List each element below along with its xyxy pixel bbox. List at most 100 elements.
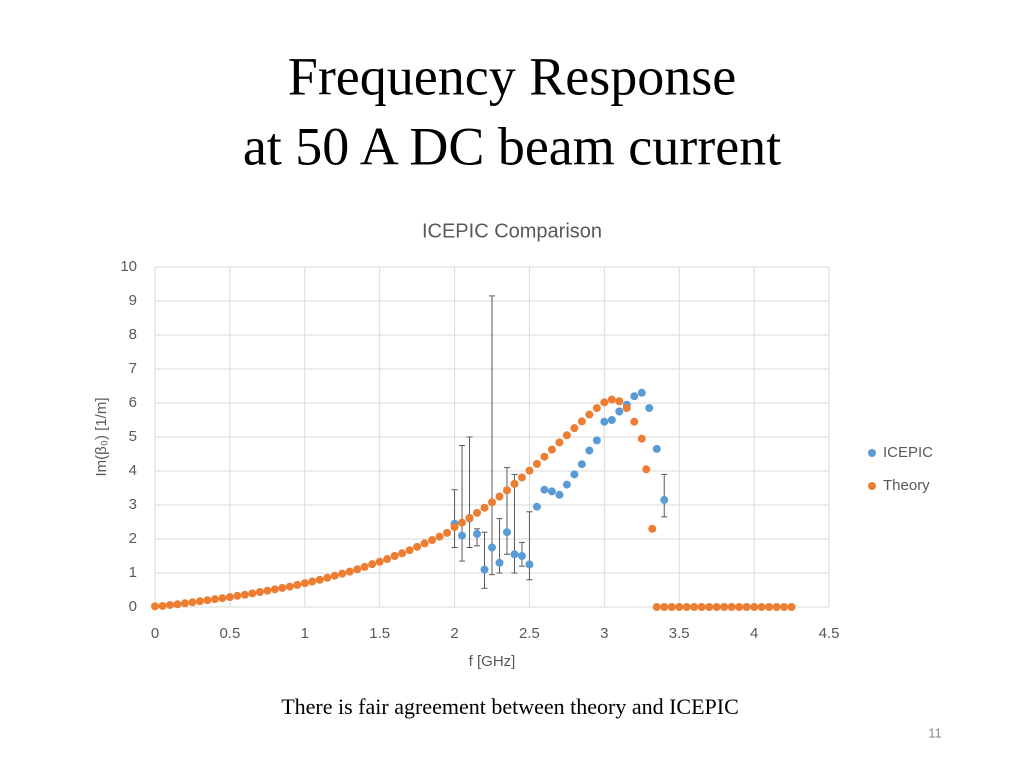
point <box>660 495 669 504</box>
point <box>488 498 496 507</box>
point <box>705 603 714 611</box>
point <box>465 513 474 522</box>
point <box>660 603 669 611</box>
x-tick-label: 2 <box>450 625 458 642</box>
point <box>330 571 339 580</box>
point <box>375 557 384 566</box>
point <box>735 603 744 611</box>
x-tick-label: 4 <box>750 625 758 642</box>
point <box>473 529 482 538</box>
x-tick-label: 1 <box>301 625 309 642</box>
point <box>360 562 369 571</box>
chart-title: ICEPIC Comparison <box>422 220 602 242</box>
point <box>323 573 332 582</box>
x-axis-label: f [GHz] <box>469 653 516 670</box>
point <box>592 436 601 445</box>
point <box>195 597 204 606</box>
point <box>652 603 661 611</box>
y-tick-label: 9 <box>129 292 137 309</box>
point <box>300 579 309 588</box>
point <box>697 603 706 611</box>
point <box>435 532 444 541</box>
legend-label: Theory <box>883 477 930 494</box>
y-tick-label: 2 <box>129 530 137 547</box>
point <box>600 417 609 426</box>
point <box>495 492 504 501</box>
point <box>173 600 182 609</box>
y-tick-label: 4 <box>129 462 137 479</box>
x-tick-label: 1.5 <box>369 625 390 642</box>
point <box>577 460 586 469</box>
point <box>742 603 751 611</box>
y-tick-label: 7 <box>129 360 137 377</box>
point <box>315 575 324 584</box>
point <box>637 434 646 443</box>
point <box>562 431 571 440</box>
legend-label: ICEPIC <box>883 444 933 461</box>
point <box>727 603 736 611</box>
point <box>607 395 616 404</box>
point <box>255 588 264 597</box>
y-tick-label: 10 <box>120 258 137 275</box>
point <box>165 600 174 609</box>
point <box>405 546 414 555</box>
point <box>480 565 489 574</box>
point <box>390 552 399 560</box>
point <box>622 404 631 413</box>
point <box>270 585 279 594</box>
x-tick-label: 3.5 <box>669 625 690 642</box>
point <box>532 502 541 511</box>
point <box>480 503 489 512</box>
point <box>180 599 189 608</box>
x-tick-label: 0 <box>151 625 159 642</box>
point <box>607 416 616 424</box>
point <box>368 560 377 569</box>
point <box>540 485 549 494</box>
point <box>240 590 249 599</box>
point <box>615 397 624 406</box>
point <box>630 417 639 426</box>
point <box>757 603 766 611</box>
point <box>720 603 729 611</box>
point <box>682 603 691 611</box>
point <box>562 480 571 489</box>
point <box>615 407 624 416</box>
heading-line: Frequency Response <box>288 46 736 106</box>
point <box>293 580 302 589</box>
y-tick-label: 8 <box>129 326 137 343</box>
point <box>585 410 594 419</box>
point <box>458 518 467 527</box>
point <box>780 603 789 611</box>
point <box>233 591 242 600</box>
point <box>577 417 586 426</box>
point <box>570 470 579 479</box>
point <box>547 487 556 496</box>
point <box>502 486 511 495</box>
point <box>570 424 579 433</box>
point <box>648 524 657 533</box>
point <box>450 523 459 532</box>
point <box>225 593 234 602</box>
point <box>398 549 407 558</box>
point <box>555 490 564 499</box>
point <box>413 542 422 551</box>
point <box>600 398 609 407</box>
x-tick-label: 0.5 <box>219 625 240 642</box>
point <box>637 388 646 397</box>
point <box>667 603 676 611</box>
point <box>540 452 549 461</box>
point <box>645 404 654 413</box>
point <box>585 446 594 455</box>
point <box>510 479 519 488</box>
point <box>218 594 227 603</box>
point <box>652 444 661 453</box>
point <box>495 558 504 567</box>
point <box>787 603 796 611</box>
point <box>510 550 519 559</box>
point <box>420 539 429 548</box>
point <box>188 598 197 607</box>
point <box>338 569 347 578</box>
point <box>772 603 781 611</box>
point <box>278 583 287 592</box>
